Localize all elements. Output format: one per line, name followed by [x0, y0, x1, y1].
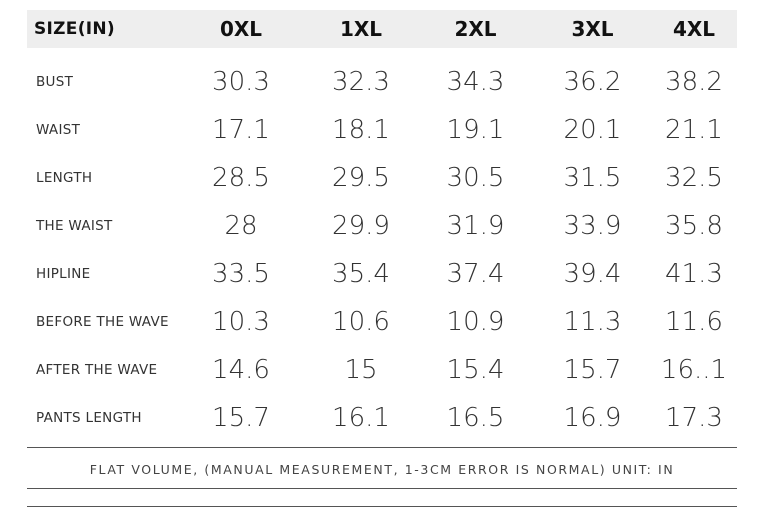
- table-cell: 30.5: [446, 163, 505, 193]
- row-label: LENGTH: [36, 170, 93, 186]
- table-row: THE WAIST 28 29.9 31.9 33.9 35.8: [27, 202, 737, 250]
- header-size-2xl: 2XL: [454, 17, 497, 41]
- header-size-0xl: 0XL: [219, 17, 263, 41]
- divider-top: [27, 447, 737, 448]
- table-cell: 16..1: [660, 355, 728, 385]
- table-cell: 18.1: [332, 115, 390, 145]
- table-cell: 33.5: [212, 259, 270, 289]
- table-cell: 16.1: [332, 403, 390, 433]
- table-row: LENGTH 28.5 29.5 30.5 31.5 32.5: [27, 154, 737, 202]
- table-cell: 30.3: [212, 67, 270, 97]
- table-cell: 32.3: [332, 67, 390, 97]
- table-cell: 35.4: [332, 259, 390, 289]
- table-cell: 21.1: [665, 115, 723, 145]
- header-label: SIZE(IN): [34, 19, 115, 39]
- table-cell: 15.4: [446, 355, 505, 385]
- divider-bottom: [27, 506, 737, 507]
- size-chart-table: SIZE(IN) 0XL 1XL 2XL 3XL 4XL BUST 30.3 3…: [27, 10, 737, 442]
- table-row: HIPLINE 33.5 35.4 37.4 39.4 41.3: [27, 250, 737, 298]
- row-label: PANTS LENGTH: [36, 410, 142, 426]
- table-cell: 38.2: [665, 67, 723, 97]
- header-size-1xl: 1XL: [339, 17, 383, 41]
- table-cell: 31.5: [563, 163, 622, 193]
- table-cell: 19.1: [446, 115, 505, 145]
- row-label: BEFORE THE WAVE: [36, 314, 169, 330]
- table-cell: 29.9: [332, 211, 390, 241]
- table-cell: 28: [224, 211, 258, 241]
- table-cell: 28.5: [212, 163, 270, 193]
- table-cell: 17.3: [665, 403, 723, 433]
- table-row: WAIST 17.1 18.1 19.1 20.1 21.1: [27, 106, 737, 154]
- table-row: AFTER THE WAVE 14.6 15 15.4 15.7 16..1: [27, 346, 737, 394]
- table-cell: 34.3: [446, 67, 505, 97]
- table-row: BUST 30.3 32.3 34.3 36.2 38.2: [27, 58, 737, 106]
- table-cell: 17.1: [212, 115, 270, 145]
- row-label: AFTER THE WAVE: [36, 362, 158, 378]
- table-cell: 15.7: [212, 403, 270, 433]
- table-cell: 10.6: [332, 307, 390, 337]
- table-cell: 32.5: [665, 163, 723, 193]
- row-label: WAIST: [36, 122, 81, 138]
- table-cell: 11.6: [665, 307, 723, 337]
- table-cell: 39.4: [563, 259, 622, 289]
- table-cell: 10.3: [212, 307, 270, 337]
- table-cell: 15: [344, 355, 378, 385]
- table-header-row: SIZE(IN) 0XL 1XL 2XL 3XL 4XL: [27, 10, 737, 48]
- table-cell: 20.1: [563, 115, 622, 145]
- table-row: BEFORE THE WAVE 10.3 10.6 10.9 11.3 11.6: [27, 298, 737, 346]
- row-label: THE WAIST: [36, 218, 113, 234]
- table-cell: 15.7: [563, 355, 622, 385]
- header-size-4xl: 4XL: [672, 17, 716, 41]
- table-cell: 29.5: [332, 163, 390, 193]
- table-cell: 10.9: [446, 307, 505, 337]
- table-cell: 31.9: [446, 211, 505, 241]
- header-size-3xl: 3XL: [571, 17, 614, 41]
- divider-middle: [27, 488, 737, 489]
- table-cell: 35.8: [665, 211, 723, 241]
- measurement-note: FLAT VOLUME, (MANUAL MEASUREMENT, 1-3CM …: [89, 462, 675, 477]
- table-cell: 16.9: [563, 403, 622, 433]
- row-label: BUST: [36, 74, 74, 90]
- table-body: BUST 30.3 32.3 34.3 36.2 38.2 WAIST 17.1…: [27, 48, 737, 442]
- table-cell: 14.6: [212, 355, 270, 385]
- table-row: PANTS LENGTH 15.7 16.1 16.5 16.9 17.3: [27, 394, 737, 442]
- row-label: HIPLINE: [36, 266, 91, 282]
- table-cell: 11.3: [563, 307, 622, 337]
- table-cell: 33.9: [563, 211, 622, 241]
- table-cell: 37.4: [446, 259, 505, 289]
- table-cell: 16.5: [446, 403, 505, 433]
- table-cell: 36.2: [563, 67, 622, 97]
- table-cell: 41.3: [665, 259, 723, 289]
